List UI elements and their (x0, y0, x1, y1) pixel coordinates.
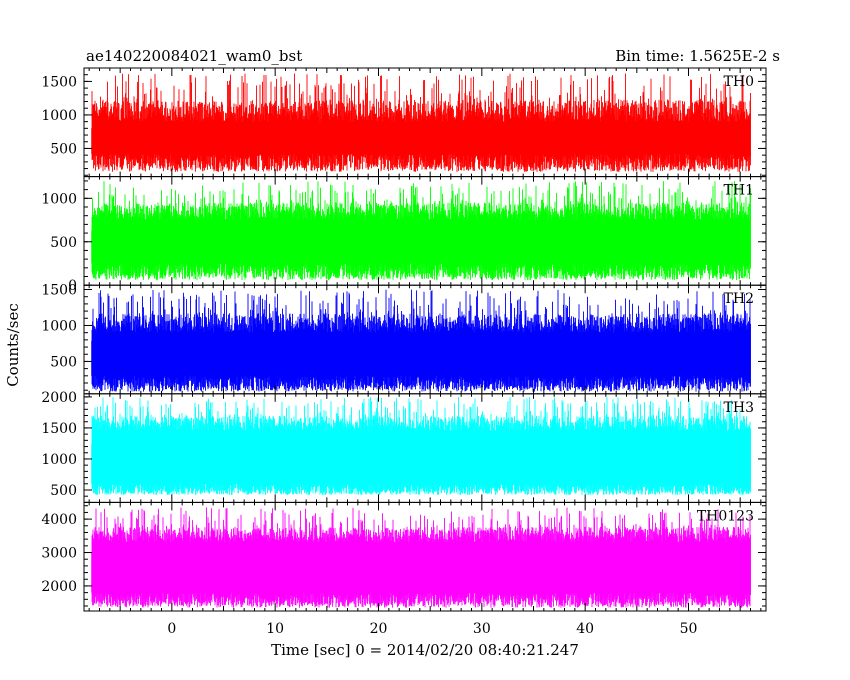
x-axis-label: Time [sec] 0 = 2014/02/20 08:40:21.247 (271, 641, 579, 659)
series-core-th2 (91, 340, 751, 376)
panel-th2: 500 1000 1500 TH2 (41, 283, 767, 395)
series-core-th0123 (91, 552, 751, 593)
y-tick-label: 1000 (41, 108, 77, 124)
series-label-th2: TH2 (724, 291, 754, 307)
series-label-th1: TH1 (724, 183, 754, 199)
series-core-th0 (91, 128, 751, 154)
series-label-th3: TH3 (724, 400, 754, 416)
panel-frame (83, 501, 767, 612)
x-tick-label: 50 (680, 621, 698, 637)
series-trace-th0 (91, 73, 751, 172)
y-tick-label: 4000 (41, 512, 77, 528)
panel-th1: 0 500 1000 TH1 (41, 176, 767, 294)
x-tick-label: 20 (370, 621, 388, 637)
y-tick-label: 0 (68, 278, 77, 294)
chart-title: ae140220084021_wam0_bst (86, 47, 302, 65)
y-tick-label: 3000 (41, 546, 77, 562)
series-core-th1 (91, 230, 751, 264)
y-tick-label: 1000 (41, 191, 77, 207)
y-tick-label: 2000 (41, 579, 77, 595)
y-tick-label: 500 (50, 235, 77, 251)
panel-th0123: 2000 3000 4000 TH0123 (41, 501, 767, 612)
series-trace-th2 (91, 289, 751, 392)
series-core-th3 (91, 443, 751, 484)
y-tick-label: 1000 (41, 318, 77, 334)
y-tick-label: 500 (50, 483, 77, 499)
y-tick-label: 1500 (41, 283, 77, 299)
y-tick-label: 1500 (41, 421, 77, 437)
x-tick-label: 40 (576, 621, 594, 637)
y-tick-label: 500 (50, 354, 77, 370)
y-axis-label: Counts/sec (4, 303, 22, 387)
x-tick-label: 10 (266, 621, 284, 637)
x-axis: 0 10 20 30 40 50 (167, 621, 697, 637)
x-tick-label: 0 (167, 621, 176, 637)
panel-th3: 500 1000 1500 2000 TH3 (41, 390, 767, 503)
panel-th0: 500 1000 1500 TH0 (41, 67, 767, 178)
y-tick-label: 500 (50, 141, 77, 157)
x-tick-label: 30 (473, 621, 491, 637)
series-trace-th1 (91, 181, 751, 280)
y-tick-label: 1500 (41, 74, 77, 90)
bin-time-label: Bin time: 1.5625E-2 s (615, 47, 780, 65)
series-label-th0: TH0 (724, 74, 754, 90)
y-tick-label: 2000 (41, 390, 77, 406)
y-tick-label: 1000 (41, 452, 77, 468)
series-label-th0123: TH0123 (697, 508, 754, 524)
